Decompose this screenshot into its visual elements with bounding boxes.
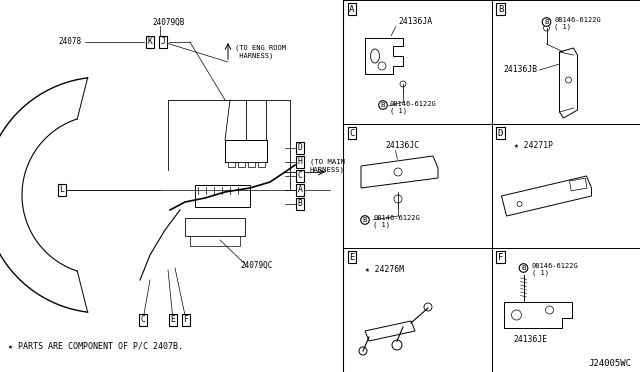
- Text: ( 1): ( 1): [390, 108, 407, 114]
- Bar: [492, 0, 640, 124]
- Text: ( 1): ( 1): [531, 270, 548, 276]
- Text: B: B: [298, 199, 303, 208]
- Bar: [190, 236, 240, 246]
- Text: 24136JA: 24136JA: [398, 17, 432, 26]
- Bar: [492, 248, 640, 372]
- Text: C: C: [298, 171, 303, 180]
- Bar: [195, 185, 250, 207]
- Text: E: E: [349, 253, 355, 262]
- Text: J: J: [161, 38, 165, 46]
- Bar: [0, 0, 343, 372]
- Text: L: L: [60, 186, 65, 195]
- Text: A: A: [298, 186, 303, 195]
- Text: C: C: [141, 315, 145, 324]
- Bar: [492, 124, 640, 248]
- Bar: [225, 140, 267, 162]
- Text: 24079QB: 24079QB: [152, 17, 184, 26]
- Text: E: E: [171, 315, 175, 324]
- Text: D: D: [298, 144, 303, 153]
- Text: 08146-6122G: 08146-6122G: [531, 263, 579, 269]
- Text: F: F: [498, 253, 503, 262]
- Bar: [343, 124, 492, 248]
- Text: (TO ENG ROOM: (TO ENG ROOM: [235, 45, 286, 51]
- Text: ★ 24271P: ★ 24271P: [513, 141, 552, 151]
- Bar: [228, 162, 235, 167]
- Bar: [248, 162, 255, 167]
- Text: B: B: [522, 265, 525, 271]
- Text: 24079QC: 24079QC: [240, 260, 273, 269]
- Text: A: A: [349, 4, 355, 13]
- Bar: [343, 0, 492, 124]
- Text: F: F: [184, 315, 188, 324]
- Text: 24136JC: 24136JC: [385, 141, 419, 151]
- Bar: [185, 218, 245, 236]
- Text: B: B: [544, 19, 548, 25]
- Bar: [570, 178, 587, 191]
- Text: HARNESS): HARNESS): [235, 53, 273, 59]
- Text: D: D: [498, 128, 503, 138]
- Text: H: H: [298, 157, 303, 167]
- Bar: [258, 162, 265, 167]
- Text: 08146-6122G: 08146-6122G: [390, 101, 436, 107]
- Bar: [343, 248, 492, 372]
- Text: 24136JE: 24136JE: [513, 336, 548, 344]
- Text: ( 1): ( 1): [373, 222, 390, 228]
- Text: HARNESS): HARNESS): [310, 167, 345, 173]
- Text: (TO MAIN: (TO MAIN: [310, 159, 345, 165]
- Text: B: B: [381, 102, 385, 108]
- Text: ★ PARTS ARE COMPONENT OF P/C 2407B.: ★ PARTS ARE COMPONENT OF P/C 2407B.: [8, 341, 183, 350]
- Text: ( 1): ( 1): [554, 24, 572, 30]
- Text: 24078: 24078: [59, 38, 82, 46]
- Bar: [238, 162, 245, 167]
- Text: ★ 24276M: ★ 24276M: [365, 266, 404, 275]
- Text: C: C: [349, 128, 355, 138]
- Text: 24136JB: 24136JB: [504, 65, 538, 74]
- Text: B: B: [363, 217, 367, 223]
- Text: 08146-6122G: 08146-6122G: [554, 17, 601, 23]
- Text: K: K: [148, 38, 152, 46]
- Text: B: B: [498, 4, 503, 13]
- Text: J24005WC: J24005WC: [588, 359, 631, 369]
- Text: 08146-6122G: 08146-6122G: [373, 215, 420, 221]
